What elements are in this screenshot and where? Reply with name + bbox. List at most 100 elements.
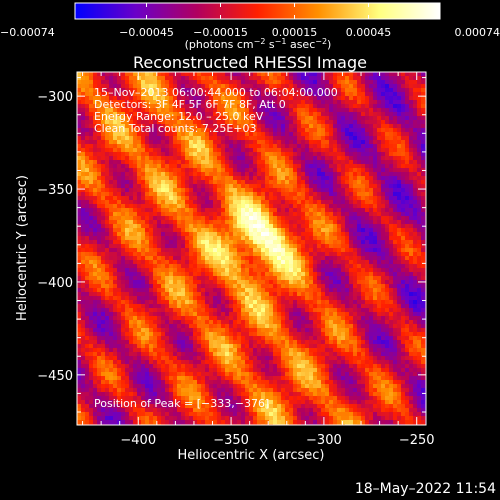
heatmap-cell [369,192,374,197]
heatmap-cell [309,152,314,157]
heatmap-cell [269,152,274,157]
heatmap-cell [153,176,158,181]
heatmap-cell [357,116,362,121]
heatmap-cell [401,176,406,181]
heatmap-cell [177,280,182,285]
heatmap-cell [245,224,250,229]
heatmap-cell [185,216,190,221]
heatmap-cell [381,224,386,229]
heatmap-cell [269,244,274,249]
heatmap-cell [301,184,306,189]
heatmap-cell [225,240,230,245]
heatmap-cell [333,224,338,229]
heatmap-cell [381,136,386,141]
heatmap-cell [105,72,110,77]
heatmap-cell [385,120,390,125]
heatmap-cell [305,84,310,89]
heatmap-cell [413,180,418,185]
heatmap-cell [161,176,166,181]
heatmap-cell [365,260,370,265]
heatmap-cell [237,92,242,97]
heatmap-cell [313,72,318,77]
heatmap-cell [389,88,394,93]
heatmap-cell [397,260,402,265]
heatmap-cell [197,188,202,193]
heatmap-cell [253,156,258,161]
heatmap-cell [241,236,246,241]
heatmap-cell [113,200,118,205]
heatmap-cell [109,140,114,145]
heatmap-cell [401,184,406,189]
heatmap-cell [189,112,194,117]
heatmap-cell [193,72,198,77]
heatmap-cell [293,88,298,93]
heatmap-cell [109,224,114,229]
heatmap-cell [105,228,110,233]
heatmap-cell [177,184,182,189]
heatmap-cell [229,256,234,261]
heatmap-cell [233,176,238,181]
heatmap-cell [305,108,310,113]
heatmap-cell [385,204,390,209]
heatmap-cell [121,176,126,181]
heatmap-cell [237,176,242,181]
heatmap-cell [217,72,222,77]
heatmap-cell [373,172,378,177]
heatmap-cell [193,268,198,273]
heatmap-cell [333,292,338,297]
heatmap-cell [225,112,230,117]
heatmap-cell [257,196,262,201]
heatmap-cell [417,92,422,97]
heatmap-cell [405,208,410,213]
heatmap-cell [213,144,218,149]
heatmap-cell [421,268,426,273]
heatmap-cell [289,128,294,133]
heatmap-cell [413,272,418,277]
heatmap-cell [353,108,358,113]
heatmap-cell [201,248,206,253]
heatmap-cell [377,256,382,261]
heatmap-cell [229,248,234,253]
heatmap-cell [373,236,378,241]
heatmap-cell [105,144,110,149]
heatmap-cell [417,96,422,101]
heatmap-cell [337,152,342,157]
heatmap-cell [417,224,422,229]
heatmap-cell [89,168,94,173]
heatmap-cell [269,136,274,141]
heatmap-cell [261,240,266,245]
heatmap-cell [173,176,178,181]
heatmap-cell [329,220,334,225]
heatmap-cell [81,224,86,229]
heatmap-cell [77,240,82,245]
heatmap-cell [325,128,330,133]
heatmap-cell [161,148,166,153]
heatmap-cell [357,280,362,285]
heatmap-cell [405,72,410,77]
heatmap-cell [257,296,262,301]
heatmap-cell [321,260,326,265]
heatmap-cell [153,72,158,77]
heatmap-cell [249,228,254,233]
heatmap-cell [217,232,222,237]
heatmap-cell [85,220,90,225]
heatmap-cell [213,272,218,277]
heatmap-cell [397,292,402,297]
heatmap-cell [149,256,154,261]
heatmap-cell [293,252,298,257]
heatmap-cell [261,152,266,157]
heatmap-cell [177,240,182,245]
heatmap-cell [305,228,310,233]
heatmap-cell [121,80,126,85]
heatmap-cell [117,184,122,189]
heatmap-cell [341,276,346,281]
heatmap-cell [269,264,274,269]
heatmap-cell [201,116,206,121]
heatmap-cell [409,180,414,185]
heatmap-cell [257,240,262,245]
heatmap-cell [285,240,290,245]
heatmap-cell [133,100,138,105]
heatmap-cell [325,192,330,197]
heatmap-cell [217,172,222,177]
heatmap-cell [317,112,322,117]
